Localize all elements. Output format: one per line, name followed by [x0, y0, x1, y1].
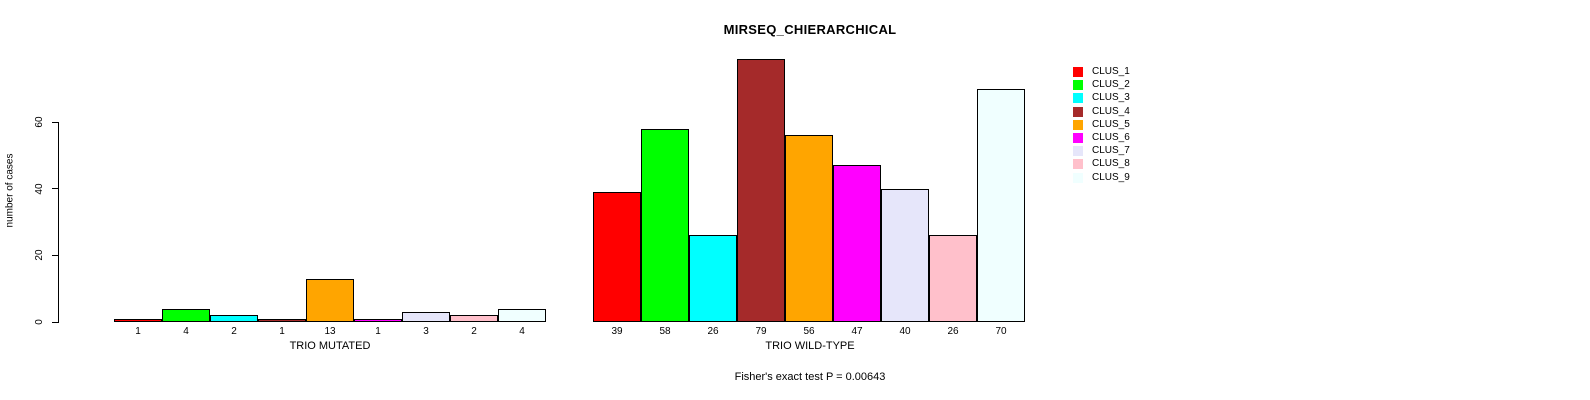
bar-trio-wild-type-clus-9 [977, 88, 1025, 322]
legend-label-clus-8: CLUS_8 [1092, 158, 1130, 170]
legend-label-clus-2: CLUS_2 [1092, 79, 1130, 91]
legend-label-clus-7: CLUS_7 [1092, 145, 1130, 157]
bar-trio-wild-type-clus-5 [785, 135, 833, 322]
bar-trio-mutated-clus-6 [354, 318, 402, 322]
y-tick-label: 20 [34, 249, 45, 261]
bar-trio-wild-type-clus-2 [641, 128, 689, 322]
y-tick-mark [52, 321, 58, 323]
bar-trio-wild-type-clus-6 [833, 165, 881, 322]
y-tick-label: 40 [34, 183, 45, 195]
y-tick-mark [52, 254, 58, 256]
legend-swatch-clus-4 [1073, 106, 1083, 117]
bar-trio-mutated-clus-5 [306, 278, 354, 322]
chart-title: MIRSEQ_CHIERARCHICAL [723, 22, 897, 37]
bar-value-label: 47 [851, 326, 863, 337]
bar-value-label: 1 [279, 326, 285, 337]
y-tick-label: 60 [34, 116, 45, 128]
bar-trio-mutated-clus-2 [162, 308, 210, 322]
bar-value-label: 13 [324, 326, 336, 337]
x-axis-label-trio-wild-type: TRIO WILD-TYPE [765, 340, 855, 352]
bar-value-label: 4 [183, 326, 189, 337]
bar-trio-mutated-clus-7 [402, 312, 450, 322]
bar-trio-mutated-clus-4 [258, 318, 306, 322]
bar-value-label: 39 [611, 326, 623, 337]
bar-value-label: 26 [947, 326, 959, 337]
bar-value-label: 26 [707, 326, 719, 337]
bar-value-label: 56 [803, 326, 815, 337]
legend-swatch-clus-8 [1073, 159, 1083, 170]
bar-value-label: 1 [375, 326, 381, 337]
bar-trio-wild-type-clus-4 [737, 58, 785, 322]
y-axis-label: number of cases [4, 153, 16, 228]
bar-trio-wild-type-clus-8 [929, 235, 977, 322]
legend-swatch-clus-1 [1073, 67, 1083, 77]
bar-value-label: 1 [135, 326, 141, 337]
legend-label-clus-6: CLUS_6 [1092, 132, 1130, 143]
bar-value-label: 2 [471, 326, 477, 337]
y-axis-line [58, 122, 59, 323]
legend-swatch-clus-2 [1073, 80, 1083, 91]
bar-value-label: 4 [519, 326, 525, 337]
bar-trio-mutated-clus-1 [114, 318, 162, 322]
fisher-test-annotation: Fisher's exact test P = 0.00643 [734, 371, 886, 383]
bar-value-label: 40 [899, 326, 911, 337]
x-axis-label-trio-mutated: TRIO MUTATED [289, 340, 371, 352]
bar-value-label: 58 [659, 326, 671, 337]
bar-trio-wild-type-clus-3 [689, 235, 737, 322]
bar-value-label: 2 [231, 326, 237, 337]
legend-label-clus-9: CLUS_9 [1092, 171, 1130, 183]
legend-swatch-clus-9 [1073, 172, 1083, 183]
y-tick-mark [52, 188, 58, 190]
bar-trio-mutated-clus-3 [210, 315, 258, 322]
legend-label-clus-3: CLUS_3 [1092, 92, 1130, 104]
bar-trio-wild-type-clus-7 [881, 188, 929, 322]
bar-trio-mutated-clus-9 [498, 308, 546, 322]
legend-label-clus-4: CLUS_4 [1092, 105, 1130, 117]
bar-value-label: 70 [995, 326, 1007, 337]
bar-trio-mutated-clus-8 [450, 315, 498, 322]
legend-swatch-clus-6 [1073, 133, 1083, 143]
legend-label-clus-5: CLUS_5 [1092, 118, 1130, 130]
bar-value-label: 79 [755, 326, 767, 337]
legend-label-clus-1: CLUS_1 [1092, 66, 1130, 77]
legend-swatch-clus-3 [1073, 93, 1083, 104]
y-tick-mark [52, 121, 58, 123]
y-tick-label: 0 [34, 319, 45, 325]
legend-swatch-clus-7 [1073, 146, 1083, 157]
legend-swatch-clus-5 [1073, 119, 1083, 130]
bar-value-label: 3 [423, 326, 429, 337]
bar-trio-wild-type-clus-1 [593, 192, 641, 322]
